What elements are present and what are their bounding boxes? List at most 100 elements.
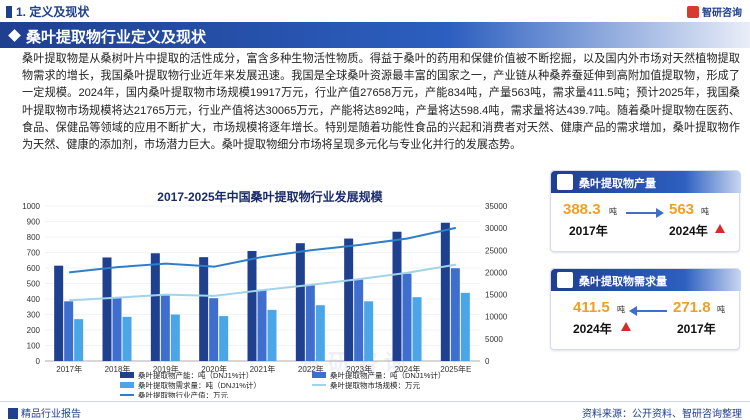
- production-year-2017: 2017年: [569, 224, 608, 238]
- section-title-bar: 桑叶提取物行业定义及现状: [0, 22, 750, 48]
- x-tick-label: 2024年: [395, 364, 421, 374]
- bar: [450, 268, 460, 361]
- bar: [122, 316, 132, 361]
- y-left-tick-label: 700: [27, 249, 41, 258]
- bar: [247, 250, 257, 361]
- production-unit-2024: 吨: [701, 207, 709, 216]
- bar: [315, 305, 325, 361]
- bar: [460, 292, 470, 361]
- chart-icon: [557, 272, 573, 288]
- demand-unit-2017: 吨: [717, 305, 725, 314]
- bar: [160, 294, 170, 361]
- y-right-tick-label: 15000: [485, 291, 508, 300]
- intro-paragraph: 桑叶提取物是从桑树叶片中提取的活性成分，富含多种生物活性物质。得益于桑叶的药用和…: [22, 53, 740, 152]
- y-left-tick-label: 0: [36, 357, 41, 366]
- y-left-tick-label: 400: [27, 295, 41, 304]
- bar: [199, 257, 209, 361]
- y-left-tick-label: 500: [27, 280, 41, 289]
- legend-swatch: [120, 382, 134, 388]
- bar: [364, 301, 374, 361]
- demand-year-2024: 2024年: [573, 322, 612, 336]
- legend-swatch: [120, 372, 134, 378]
- bar: [354, 279, 364, 361]
- bar: [267, 309, 277, 361]
- legend-label: 桑叶提取物行业产值：万元: [138, 390, 228, 398]
- bar: [412, 297, 422, 361]
- legend-label: 桑叶提取物市场规模：万元: [330, 380, 420, 390]
- increase-arrow-icon: [621, 322, 631, 331]
- x-tick-label: 2017年: [56, 364, 82, 374]
- y-right-tick-label: 35000: [485, 202, 508, 211]
- bar: [112, 297, 122, 361]
- legend-swatch: [312, 372, 326, 378]
- y-left-tick-label: 100: [27, 342, 41, 351]
- x-tick-label: 2019年: [153, 364, 179, 374]
- demand-card-header: 桑叶提取物需求量: [551, 269, 741, 291]
- top-bar: 1. 定义及现状 智研咨询: [0, 0, 750, 22]
- bar: [257, 289, 267, 361]
- demand-value-2024: 411.5: [573, 299, 610, 316]
- bar: [392, 231, 402, 361]
- arrow-left-icon: [629, 306, 667, 316]
- demand-card-title: 桑叶提取物需求量: [579, 276, 667, 288]
- bar: [64, 301, 74, 361]
- x-tick-label: 2020年: [201, 364, 227, 374]
- demand-unit-2024: 吨: [617, 305, 625, 314]
- bar: [344, 238, 354, 361]
- chapter-label: 1. 定义及现状: [16, 5, 90, 19]
- y-right-tick-label: 30000: [485, 224, 508, 233]
- brand-logo: 智研咨询: [687, 4, 742, 19]
- y-left-tick-label: 800: [27, 233, 41, 242]
- bar: [402, 273, 412, 361]
- series-line: [69, 226, 457, 274]
- bar: [74, 319, 84, 361]
- footer: 精品行业报告 资料来源：公开资料、智研咨询整理: [0, 401, 750, 420]
- chapter-marker-icon: [6, 6, 12, 18]
- bar: [150, 253, 160, 361]
- brand-name: 智研咨询: [702, 8, 742, 19]
- production-card: 桑叶提取物产量 388.3 吨 2017年 563 吨 2024年: [550, 170, 741, 252]
- x-tick-label: 2021年: [250, 364, 276, 374]
- x-tick-label: 2018年: [105, 364, 131, 374]
- production-value-2017: 388.3: [563, 201, 601, 218]
- bar: [209, 298, 219, 361]
- y-right-tick-label: 5000: [485, 335, 503, 344]
- bar: [440, 222, 450, 361]
- series-line: [69, 263, 457, 302]
- demand-year-2017: 2017年: [677, 322, 716, 336]
- chart: 0100200300400500600700800900100005000100…: [22, 202, 508, 398]
- y-right-tick-label: 0: [485, 357, 490, 366]
- production-card-header: 桑叶提取物产量: [551, 171, 741, 193]
- section-title: 桑叶提取物行业定义及现状: [26, 29, 207, 46]
- y-right-tick-label: 20000: [485, 268, 508, 277]
- legend-label: 桑叶提取物产能：吨（DNJ1%计）: [138, 370, 253, 380]
- chart-bars: [54, 222, 470, 361]
- chapter-heading: 1. 定义及现状: [6, 3, 89, 20]
- report-icon: [8, 408, 18, 419]
- diamond-icon: [8, 29, 21, 42]
- bar: [219, 316, 229, 361]
- production-year-2024: 2024年: [669, 224, 708, 238]
- y-left-tick-label: 900: [27, 218, 41, 227]
- y-left-tick-label: 300: [27, 311, 41, 320]
- bar: [54, 265, 64, 361]
- factory-icon: [557, 174, 573, 190]
- legend-label: 桑叶提取物产量：吨（DNJ1%计）: [330, 370, 445, 380]
- footer-left: 精品行业报告: [8, 405, 81, 420]
- x-tick-label: 2025年E: [440, 364, 471, 374]
- x-tick-label: 2022年: [298, 364, 324, 374]
- chart-ticks: 0100200300400500600700800900100005000100…: [22, 202, 508, 374]
- increase-arrow-icon: [715, 224, 725, 233]
- y-left-tick-label: 1000: [22, 202, 40, 211]
- arrow-right-icon: [626, 208, 664, 218]
- demand-card: 桑叶提取物需求量 411.5 吨 2024年 271.8 吨 2017年: [550, 268, 741, 350]
- legend-label: 桑叶提取物需求量：吨（DNJ1%计）: [138, 380, 261, 390]
- bar: [295, 243, 305, 361]
- chart-title: 2017-2025年中国桑叶提取物行业发展规模: [157, 190, 383, 204]
- x-tick-label: 2023年: [346, 364, 372, 374]
- brand-icon: [687, 6, 699, 18]
- production-unit-2017: 吨: [609, 207, 617, 216]
- y-left-tick-label: 600: [27, 264, 41, 273]
- bar: [102, 257, 112, 361]
- production-value-2024: 563: [669, 201, 695, 218]
